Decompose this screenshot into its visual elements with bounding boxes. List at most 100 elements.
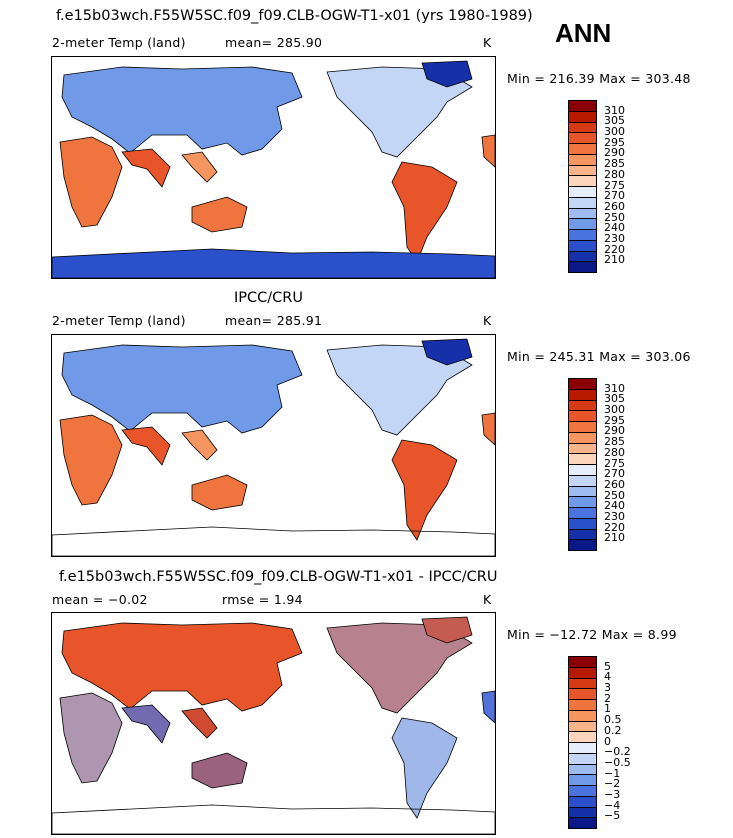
colorbar-label: 230 [604, 509, 625, 523]
colorbar-label: 305 [604, 114, 625, 128]
colorbar-swatch [569, 721, 596, 733]
colorbar-label: 280 [604, 445, 625, 459]
colorbar-label: −2 [604, 777, 621, 791]
eastern-edge-africa [481, 690, 495, 724]
panel1-map [51, 56, 496, 279]
panel2-map [51, 334, 496, 557]
colorbar-swatch [569, 475, 596, 487]
panel2-variable: 2-meter Temp (land) [52, 313, 186, 328]
colorbar-label: 4 [604, 670, 611, 684]
greenland-landmass [421, 616, 473, 644]
colorbar-swatch [569, 732, 596, 743]
colorbar-label: 295 [604, 413, 625, 427]
panel1-minmax: Min = 216.39 Max = 303.48 [507, 71, 691, 86]
colorbar-swatch [569, 775, 596, 786]
colorbar-swatch [569, 443, 596, 455]
eurasia-landmass [61, 622, 303, 712]
colorbar-label: −4 [604, 798, 621, 812]
colorbar-swatch [569, 454, 596, 465]
arabia-india-landmass [121, 426, 171, 466]
colorbar-swatch [569, 411, 596, 422]
colorbar-swatch [569, 700, 596, 711]
colorbar-label: 270 [604, 189, 625, 203]
panel3-mean: mean = −0.02 [52, 592, 148, 607]
panel1-variable: 2-meter Temp (land) [52, 35, 186, 50]
season-label: ANN [555, 18, 612, 48]
colorbar-swatch [569, 753, 596, 765]
colorbar-label: 210 [604, 253, 625, 267]
colorbar-label: 1 [604, 702, 611, 716]
colorbar-swatch [569, 508, 596, 519]
panel3-map [51, 612, 496, 835]
colorbar-label: 0 [604, 734, 611, 748]
colorbar-swatch [569, 786, 596, 797]
colorbar-label: 285 [604, 157, 625, 171]
colorbar-swatch [569, 807, 596, 819]
panel3-colorbar [568, 656, 597, 829]
south-america-landmass [391, 717, 458, 819]
colorbar-swatch [569, 240, 596, 252]
south-america-landmass [391, 439, 458, 541]
colorbar-swatch [569, 422, 596, 433]
panel2-mean: mean= 285.91 [225, 313, 323, 328]
antarctica-landmass [52, 804, 495, 834]
colorbar-swatch [569, 518, 596, 530]
colorbar-label: 2 [604, 691, 611, 705]
colorbar-swatch [569, 657, 596, 668]
colorbar-swatch [569, 678, 596, 690]
colorbar-swatch [569, 165, 596, 177]
colorbar-swatch [569, 144, 596, 155]
south-america-landmass [391, 161, 458, 263]
panel2-map-svg [52, 338, 495, 556]
colorbar-label: 300 [604, 403, 625, 417]
eastern-edge-africa [481, 134, 495, 168]
panel1-units: K [483, 35, 492, 50]
colorbar-swatch [569, 101, 596, 112]
colorbar-swatch [569, 818, 596, 828]
colorbar-label: 220 [604, 242, 625, 256]
colorbar-label: −3 [604, 787, 621, 801]
colorbar-swatch [569, 262, 596, 272]
colorbar-swatch [569, 400, 596, 412]
colorbar-swatch [569, 251, 596, 263]
colorbar-swatch [569, 379, 596, 390]
colorbar-swatch [569, 219, 596, 230]
colorbar-label: 240 [604, 221, 625, 235]
colorbar-label: 275 [604, 456, 625, 470]
colorbar-label: 270 [604, 467, 625, 481]
colorbar-label: 285 [604, 435, 625, 449]
colorbar-label: 290 [604, 146, 625, 160]
antarctica-landmass [52, 248, 495, 278]
panel3-units: K [483, 592, 492, 607]
eurasia-landmass [61, 66, 303, 156]
colorbar-label: 295 [604, 135, 625, 149]
colorbar-swatch [569, 230, 596, 241]
colorbar-label: −0.2 [604, 745, 631, 759]
colorbar-label: 290 [604, 424, 625, 438]
colorbar-label: 210 [604, 531, 625, 545]
colorbar-label: −0.5 [604, 755, 631, 769]
colorbar-swatch [569, 497, 596, 508]
panel1-title: f.e15b03wch.F55W5SC.f09_f09.CLB-OGW-T1-x… [56, 8, 533, 24]
colorbar-label: 305 [604, 392, 625, 406]
panel1-map-svg [52, 60, 495, 278]
colorbar-label: 310 [604, 381, 625, 395]
colorbar-label: 280 [604, 167, 625, 181]
colorbar-swatch [569, 432, 596, 444]
africa-landmass [59, 692, 123, 784]
eastern-edge-africa [481, 412, 495, 446]
africa-landmass [59, 414, 123, 506]
colorbar-swatch [569, 540, 596, 550]
panel3-title: f.e15b03wch.F55W5SC.f09_f09.CLB-OGW-T1-x… [59, 569, 498, 585]
colorbar-swatch [569, 208, 596, 220]
antarctica-landmass [52, 526, 495, 556]
colorbar-swatch [569, 796, 596, 808]
southeast-asia-landmass [181, 429, 218, 461]
panel3-map-svg [52, 616, 495, 834]
australia-landmass [191, 474, 248, 511]
colorbar-label: −1 [604, 766, 621, 780]
colorbar-swatch [569, 743, 596, 754]
colorbar-swatch [569, 710, 596, 722]
colorbar-swatch [569, 667, 596, 679]
colorbar-swatch [569, 154, 596, 166]
